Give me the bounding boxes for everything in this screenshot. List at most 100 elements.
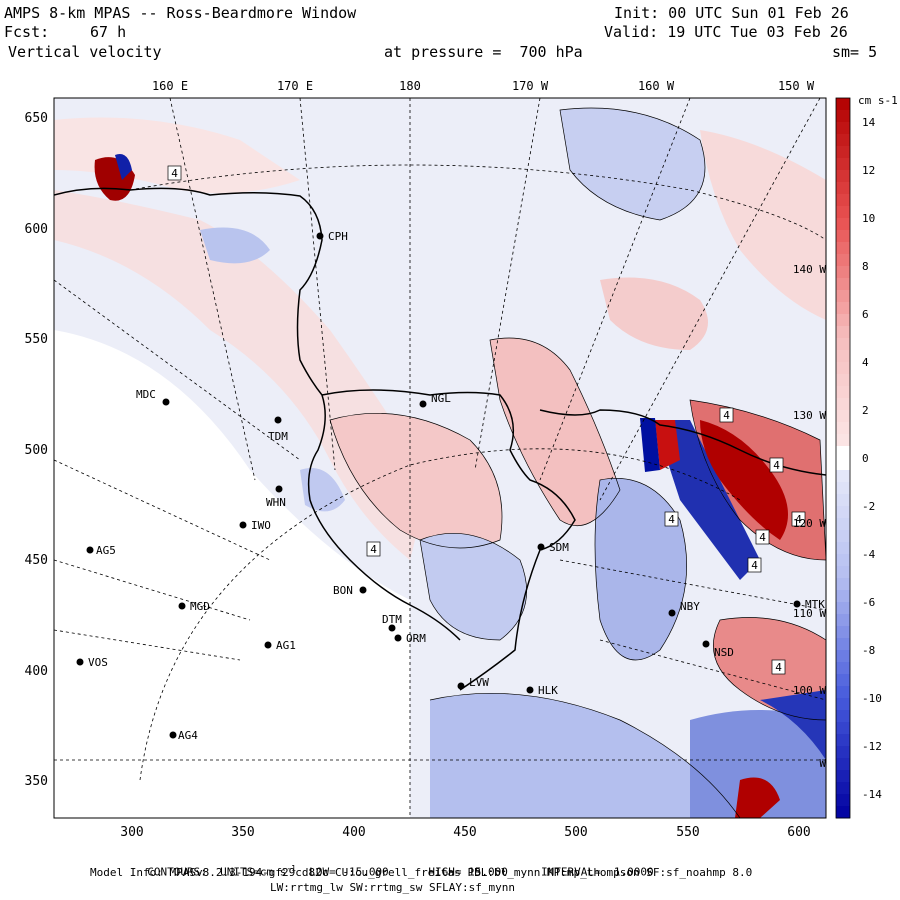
map-title: AMPS 8-km MPAS -- Ross-Beardmore Window bbox=[4, 4, 357, 22]
vertical-velocity-field bbox=[54, 98, 826, 818]
colorbar-segment bbox=[836, 422, 850, 435]
colorbar-segment bbox=[836, 266, 850, 279]
station-marker bbox=[359, 586, 367, 594]
forecast-hour: 67 h bbox=[90, 23, 127, 41]
contour-label-box bbox=[167, 165, 182, 181]
station-label: SDM bbox=[549, 541, 569, 554]
lon-label: 170 W bbox=[512, 79, 549, 93]
colorbar-segment bbox=[836, 446, 850, 459]
x-tick: 300 bbox=[120, 825, 143, 840]
station-marker bbox=[457, 682, 465, 690]
colorbar-segment bbox=[836, 494, 850, 507]
station-label: DTM bbox=[382, 613, 402, 626]
forecast-label: Fcst: bbox=[4, 23, 50, 41]
pressure-level: at pressure = 700 hPa bbox=[384, 43, 583, 61]
colorbar-segment bbox=[836, 554, 850, 567]
colorbar-segment bbox=[836, 194, 850, 207]
colorbar-segment bbox=[836, 146, 850, 159]
colorbar-segment bbox=[836, 182, 850, 195]
colorbar-segment bbox=[836, 206, 850, 219]
colorbar-tick: 6 bbox=[862, 308, 869, 321]
colorbar-segment bbox=[836, 158, 850, 171]
colorbar-segment bbox=[836, 290, 850, 303]
x-tick: 550 bbox=[676, 825, 699, 840]
contours-info: CONTOURS: UNITS=cm s-1 LOW= -15.000 HIGH… bbox=[134, 851, 654, 879]
x-tick: 500 bbox=[564, 825, 587, 840]
colorbar-segment bbox=[836, 314, 850, 327]
contour-label-box bbox=[771, 659, 786, 675]
colorbar-segment bbox=[836, 134, 850, 147]
colorbar-segment bbox=[836, 686, 850, 699]
x-tick: 350 bbox=[231, 825, 254, 840]
station-marker bbox=[274, 416, 282, 424]
colorbar-segment bbox=[836, 254, 850, 267]
contour-label-box bbox=[366, 541, 381, 557]
colorbar-tick: 10 bbox=[862, 212, 875, 225]
contours-range: LOW= -15.000 HIGH= 15.000 INTERVAL= 1.00… bbox=[295, 865, 654, 879]
colorbar-segment bbox=[836, 626, 850, 639]
station-label: HLK bbox=[538, 684, 558, 697]
colorbar-segment bbox=[836, 434, 850, 447]
station-marker bbox=[419, 400, 427, 408]
contour-label-box bbox=[719, 407, 734, 423]
station-label: AG4 bbox=[178, 729, 198, 742]
y-axis: 650 600 550 500 450 400 350 bbox=[25, 111, 48, 789]
colorbar-segment bbox=[836, 350, 850, 363]
colorbar-tick: -8 bbox=[862, 644, 875, 657]
colorbar-segment bbox=[836, 302, 850, 315]
colorbar-segment bbox=[836, 770, 850, 783]
colorbar-segment bbox=[836, 722, 850, 735]
station-marker bbox=[264, 641, 272, 649]
station-marker bbox=[86, 546, 94, 554]
contour-label: 4 bbox=[773, 459, 780, 472]
colorbar-tick: -6 bbox=[862, 596, 875, 609]
colorbar-segment bbox=[836, 662, 850, 675]
plot-frame bbox=[53, 97, 827, 819]
station-marker bbox=[526, 686, 534, 694]
colorbar-segment bbox=[836, 506, 850, 519]
model-info: Model Info: MPASv8.2.3-194-gf29cd82c CU:… bbox=[90, 866, 753, 879]
colorbar-segment bbox=[836, 470, 850, 483]
station-label: WHN bbox=[266, 496, 286, 509]
side-lon-label: W bbox=[819, 757, 826, 770]
colorbar-tick: -4 bbox=[862, 548, 876, 561]
y-tick: 500 bbox=[25, 443, 48, 458]
smoothing: sm= 5 bbox=[832, 43, 878, 61]
station-label: MDC bbox=[136, 388, 156, 401]
contour-label: 4 bbox=[751, 559, 758, 572]
colorbar-segment bbox=[836, 674, 850, 687]
colorbar-tick: -2 bbox=[862, 500, 875, 513]
stations: CPH NGL MDC TDM WHN IWO AG5 SDM BON DTM … bbox=[76, 230, 825, 742]
x-axis: 300 350 400 450 500 550 600 bbox=[120, 825, 810, 840]
colorbar-tick: 14 bbox=[862, 116, 876, 129]
colorbar-ticks: 14 12 10 8 6 4 2 0 -2 -4 -6 -8 -10 -12 -14 bbox=[862, 116, 882, 801]
colorbar-segment bbox=[836, 578, 850, 591]
field-name: Vertical velocity bbox=[8, 43, 162, 61]
colorbar-segment bbox=[836, 794, 850, 807]
colorbar-segment bbox=[836, 326, 850, 339]
station-label: MTK bbox=[805, 598, 825, 611]
colorbar-segment bbox=[836, 482, 850, 495]
y-tick: 450 bbox=[25, 553, 48, 568]
init-time: Init: 00 UTC Sun 01 Feb 26 bbox=[614, 4, 849, 22]
y-tick: 350 bbox=[25, 774, 48, 789]
contour-label: 4 bbox=[795, 513, 802, 526]
side-lon-label: 140 W bbox=[793, 263, 826, 276]
station-marker bbox=[239, 521, 247, 529]
colorbar-tick: 4 bbox=[862, 356, 869, 369]
contour-label-box bbox=[769, 457, 784, 473]
lon-label: 180 bbox=[399, 79, 421, 93]
lon-label: 170 E bbox=[277, 79, 313, 93]
station-marker bbox=[668, 609, 676, 617]
colorbar-segment bbox=[836, 746, 850, 759]
station-label: CPH bbox=[328, 230, 348, 243]
lon-label: 160 W bbox=[638, 79, 675, 93]
x-tick: 450 bbox=[453, 825, 476, 840]
colorbar-segment bbox=[836, 542, 850, 555]
station-label: AG1 bbox=[276, 639, 296, 652]
station-label: NSD bbox=[714, 646, 734, 659]
colorbar-segment bbox=[836, 530, 850, 543]
contour-label: 4 bbox=[171, 167, 178, 180]
colorbar-units-label: cm s-1 bbox=[858, 94, 898, 107]
